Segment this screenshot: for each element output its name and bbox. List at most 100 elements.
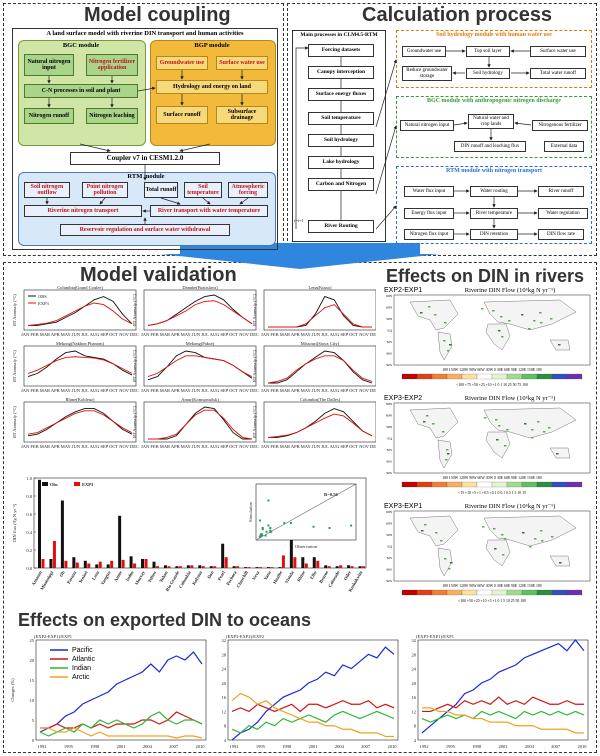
exp3-bar xyxy=(327,566,331,568)
svg-text:90N: 90N xyxy=(386,402,393,406)
scatter-point xyxy=(261,528,264,531)
svg-text:25: 25 xyxy=(30,638,35,643)
svg-text:20: 20 xyxy=(412,681,417,686)
exp3-bar xyxy=(201,566,205,568)
svg-text:Columbia(The Dalles): Columbia(The Dalles) xyxy=(300,397,341,402)
exp3-bar xyxy=(41,559,45,568)
obs-bar xyxy=(209,566,213,568)
svg-text:60N: 60N xyxy=(386,306,393,310)
svg-text:(EXP2-EXP1)/EXP1: (EXP2-EXP1)/EXP1 xyxy=(34,634,72,639)
svg-text:Atlantic: Atlantic xyxy=(72,656,95,663)
svg-text:2007: 2007 xyxy=(551,744,561,749)
svg-text:8: 8 xyxy=(414,724,417,729)
svg-text:<15 +10 +5 +1 +0.5 +0.1 0 0.1: <15 +10 +5 +1 +0.5 +0.1 0 0.1 0.5 1 5 10… xyxy=(458,491,526,495)
obs-bar xyxy=(152,561,156,568)
svg-text:Churchill: Churchill xyxy=(235,569,249,588)
svg-text:Elbe: Elbe xyxy=(309,570,318,580)
obs-bar xyxy=(129,556,133,568)
ocean-series-line xyxy=(421,710,585,723)
svg-text:Observation: Observation xyxy=(295,544,318,549)
svg-text:30S: 30S xyxy=(387,340,393,344)
obs-bar xyxy=(244,567,248,568)
obs-series-line xyxy=(27,350,133,378)
rtm-river-temp: River temperature xyxy=(470,208,518,219)
main-process-item: Soil temperature xyxy=(308,112,374,125)
svg-text:32: 32 xyxy=(222,638,227,643)
ocean-series-line xyxy=(40,727,203,739)
exp3-bar xyxy=(362,566,366,568)
exp3-bar xyxy=(178,566,182,568)
validation-panel: Amur(Komsomolsk) JAN FEB MAR APR MAY JUN … xyxy=(132,397,259,449)
validation-panel: Mekong(Nakhon Phanom) JAN FEB MAR APR MAY… xyxy=(12,341,139,393)
svg-text:0.8: 0.8 xyxy=(26,494,32,499)
svg-text:1998: 1998 xyxy=(90,744,100,749)
obs-bar xyxy=(289,537,293,568)
soil-total-runoff: Total water runoff xyxy=(530,68,586,79)
rtm-energy-flux: Energy flux input xyxy=(404,208,454,219)
svg-text:Mekong(Pakse): Mekong(Pakse) xyxy=(186,341,215,346)
validation-panel: Rhine(Koblenz) JAN FEB MAR APR MAY JUN JU… xyxy=(12,397,139,449)
exp3-bar xyxy=(316,560,320,568)
svg-text:RT Anomaly (°C): RT Anomaly (°C) xyxy=(12,294,17,326)
bgc-calc-fertilizer: Nitrogenous fertilizer xyxy=(532,120,588,131)
soil-hydrology: Soil hydrology xyxy=(466,68,510,79)
rtm-total-runoff: Total runoff xyxy=(144,182,178,198)
scatter-point xyxy=(264,534,267,537)
validation-panel: Missouri(Sioux City) JAN FEB MAR APR MAY … xyxy=(252,341,376,393)
calc-frame xyxy=(287,3,597,256)
svg-text:12: 12 xyxy=(412,709,417,714)
svg-text:Obs: Obs xyxy=(50,482,58,487)
exp3-series-line xyxy=(267,355,373,384)
exp3-bar xyxy=(339,565,343,568)
ocean-series-line xyxy=(231,710,395,734)
main-process-title: Main processes in CLM4.5-RTM xyxy=(300,32,378,38)
svg-text:60N: 60N xyxy=(386,522,393,526)
exp3-bar xyxy=(190,565,194,568)
exp3-bar xyxy=(110,560,114,568)
svg-text:EQ: EQ xyxy=(387,329,392,333)
svg-text:28: 28 xyxy=(412,652,417,657)
svg-text:1992: 1992 xyxy=(38,744,47,749)
svg-text:30N: 30N xyxy=(386,317,393,321)
svg-text:12: 12 xyxy=(222,709,227,714)
svg-text:RT Anomaly (°C): RT Anomaly (°C) xyxy=(132,294,137,326)
scatter-point xyxy=(259,534,262,537)
obs-bar xyxy=(347,565,351,568)
ocean-series-line xyxy=(422,696,584,713)
exp3-bar xyxy=(350,566,354,568)
svg-text:2007: 2007 xyxy=(169,744,179,749)
svg-text:RT Anomaly (°C): RT Anomaly (°C) xyxy=(252,294,257,326)
svg-text:R=0.56: R=0.56 xyxy=(324,492,338,497)
svg-text:Lena: Lena xyxy=(91,569,101,581)
svg-text:4: 4 xyxy=(224,738,227,743)
bgc-nitrogen-leaching: Nitrogen leaching xyxy=(86,108,138,124)
exp3-bar xyxy=(270,567,274,568)
rtm-din-flow: DIN flow rate xyxy=(538,229,584,240)
svg-text:Arctic: Arctic xyxy=(72,674,90,681)
svg-text:30S: 30S xyxy=(387,448,393,452)
scatter-point xyxy=(259,533,262,536)
validation-panel: Danube(Bratislava) JAN FEB MAR APR MAY JU… xyxy=(132,285,259,337)
svg-text:1995: 1995 xyxy=(256,744,266,749)
exp3-bar xyxy=(293,557,297,568)
main-process-item: Soil hydrology xyxy=(308,134,374,147)
svg-text:90N: 90N xyxy=(386,510,393,514)
din-map: EXP2-EXP1 Riverine DIN Flow (10⁶kg N yr⁻¹… xyxy=(384,287,591,387)
exp3-bar xyxy=(155,566,159,568)
svg-text:Don: Don xyxy=(206,570,215,580)
oceans-title: Effects on exported DIN to oceans xyxy=(18,610,312,630)
ocean-series-line xyxy=(422,707,584,734)
svg-text:60S: 60S xyxy=(387,352,393,356)
svg-text:Missouri(Sioux City): Missouri(Sioux City) xyxy=(301,341,340,346)
exp3-bar xyxy=(281,555,285,568)
exp3-series-line xyxy=(27,410,133,435)
svg-text:1995: 1995 xyxy=(64,744,74,749)
obs-bar xyxy=(312,557,316,568)
svg-text:0: 0 xyxy=(32,738,35,743)
rtm-atmospheric-forcing: Atmospheric forcing xyxy=(228,182,268,198)
bgc-calc-lands: Natural water and crop lands xyxy=(468,114,514,129)
bgp-surface-runoff: Surface runoff xyxy=(156,106,208,124)
svg-text:60S: 60S xyxy=(387,460,393,464)
svg-text:Amur: Amur xyxy=(113,570,123,582)
